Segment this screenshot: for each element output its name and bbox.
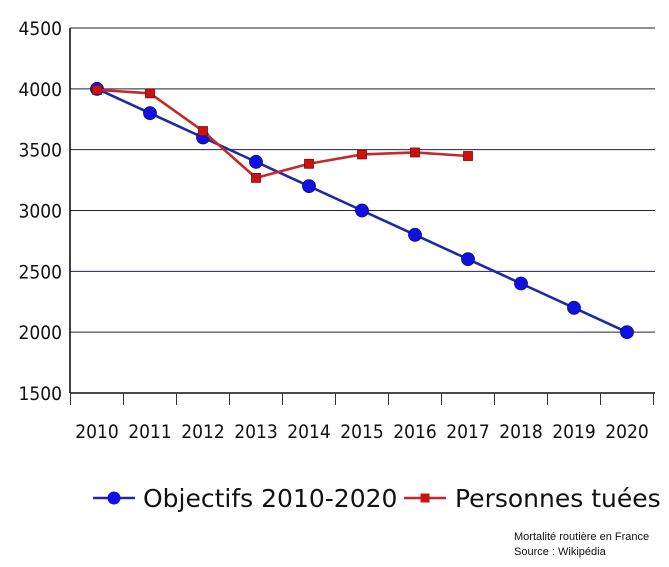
data-point-objectifs [620, 325, 634, 340]
data-point-objectifs [567, 300, 581, 315]
legend-marker-objectifs [107, 491, 121, 505]
data-point-objectifs [302, 179, 316, 194]
x-axis-tick-labels: 2010 2011 2012 2013 2014 2015 2016 2017 2018 2019… [75, 421, 649, 443]
data-point-personnes-tuees [92, 84, 102, 95]
y-tick-label-2000: 2000 [19, 322, 63, 344]
x-tick-label-2017: 2017 [446, 421, 490, 443]
y-tick-label-1500: 1500 [19, 383, 63, 405]
x-tick-label-2013: 2013 [234, 421, 278, 443]
x-tick-label-2016: 2016 [393, 421, 437, 443]
data-point-personnes-tuees [251, 172, 261, 183]
legend-label-objectifs: Objectifs 2010-2020 [143, 484, 397, 513]
data-series [90, 81, 634, 340]
data-point-personnes-tuees [145, 88, 155, 99]
data-point-objectifs [249, 154, 263, 169]
x-tick-label-2019: 2019 [552, 421, 596, 443]
data-point-objectifs [355, 203, 369, 218]
legend-marker-personnes-tuees [420, 493, 430, 503]
data-point-personnes-tuees [463, 151, 473, 161]
x-tick-label-2010: 2010 [75, 421, 119, 443]
data-point-personnes-tuees [357, 149, 367, 160]
y-tick-label-4000: 4000 [19, 79, 63, 101]
credit-source: Source : Wikipédia [514, 546, 606, 558]
x-tick-label-2011: 2011 [128, 421, 172, 443]
series-line-personnes-tuees [96, 88, 469, 180]
y-tick-label-4500: 4500 [19, 18, 63, 40]
x-tick-label-2014: 2014 [287, 421, 331, 443]
y-tick-label-2500: 2500 [19, 261, 63, 283]
x-tick-label-2020: 2020 [605, 421, 649, 443]
x-tick-label-2015: 2015 [340, 421, 384, 443]
data-point-objectifs [143, 106, 157, 121]
legend-item-objectifs: Objectifs 2010-2020 [93, 484, 397, 513]
data-point-personnes-tuees [304, 158, 314, 169]
data-point-personnes-tuees [198, 126, 208, 136]
axes [69, 28, 655, 405]
grid-lines [70, 27, 655, 333]
data-point-objectifs [461, 252, 475, 267]
legend: Objectifs 2010-2020 Personnes tuées [93, 484, 661, 513]
legend-item-personnes-tuees: Personnes tuées [404, 484, 661, 513]
data-point-personnes-tuees [410, 147, 420, 158]
data-point-objectifs [514, 276, 528, 291]
x-tick-label-2018: 2018 [499, 421, 543, 443]
series-personnes-tuees [92, 84, 473, 183]
y-axis-tick-labels: 1500 2000 2500 3000 3500 4000 4500 [19, 18, 63, 405]
data-point-objectifs [408, 227, 422, 242]
y-tick-label-3000: 3000 [19, 201, 63, 223]
y-tick-label-3500: 3500 [19, 140, 63, 162]
x-tick-label-2012: 2012 [181, 421, 225, 443]
credit-caption: Mortalité routière en France [514, 531, 650, 543]
legend-label-personnes-tuees: Personnes tuées [455, 484, 661, 513]
